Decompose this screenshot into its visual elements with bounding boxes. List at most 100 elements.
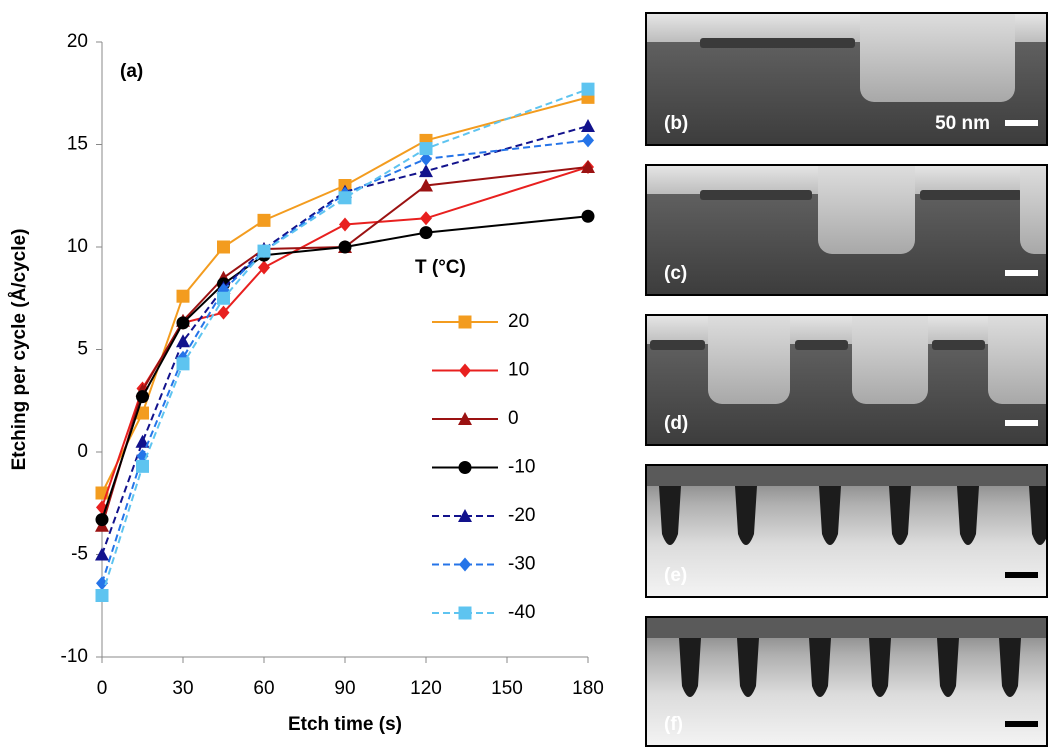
legend-marker xyxy=(458,509,472,522)
marker xyxy=(581,119,595,133)
marker xyxy=(581,160,595,174)
legend-entry: -10 xyxy=(432,457,535,478)
trench xyxy=(852,314,928,404)
legend-label: -40 xyxy=(508,602,535,623)
marker xyxy=(95,589,109,602)
series-line xyxy=(101,166,589,527)
via xyxy=(809,638,831,697)
via xyxy=(735,486,757,545)
marker xyxy=(136,459,149,473)
marker xyxy=(217,240,230,254)
sem-image xyxy=(645,464,1048,598)
panel-label: (f) xyxy=(664,714,683,735)
top-region xyxy=(645,314,1048,344)
marker xyxy=(217,305,230,320)
legend-label: 10 xyxy=(508,360,529,381)
via xyxy=(1029,486,1048,545)
sem-panel: (f) xyxy=(645,616,1048,747)
sem-image xyxy=(645,12,1048,146)
legend-label: 20 xyxy=(508,311,529,332)
legend-label: -30 xyxy=(508,554,535,575)
marker xyxy=(338,240,352,254)
marker xyxy=(581,209,595,223)
panel-label: (b) xyxy=(664,113,688,134)
legend-entry: 20 xyxy=(432,311,529,332)
legend-label: 0 xyxy=(508,408,519,429)
y-tick-label: 5 xyxy=(77,339,88,360)
x-axis-title: Etch time (s) xyxy=(288,714,402,735)
annotation: (a) xyxy=(120,61,143,82)
x-tick-label: 60 xyxy=(253,678,274,699)
series-line xyxy=(101,139,589,584)
scale-bar xyxy=(1005,572,1038,578)
via xyxy=(999,638,1021,697)
substrate xyxy=(645,464,1048,598)
series xyxy=(95,90,595,500)
marker xyxy=(95,513,109,527)
marker xyxy=(257,244,271,258)
marker xyxy=(136,449,149,464)
marker xyxy=(420,151,432,166)
mask-line xyxy=(700,190,812,200)
legend-marker xyxy=(458,315,472,329)
legend-entry: -40 xyxy=(432,602,535,623)
x-tick-label: 0 xyxy=(97,678,108,699)
marker xyxy=(419,164,433,178)
marker xyxy=(257,213,271,227)
sem-panel: (c) xyxy=(645,164,1048,296)
trench xyxy=(818,164,915,254)
sem-images: (b) 50 nm (c) (d) (e) (f) xyxy=(645,12,1048,747)
scale-bar xyxy=(1005,420,1038,426)
x-tick-label: 120 xyxy=(410,678,442,699)
via xyxy=(889,486,911,545)
via xyxy=(679,638,701,697)
marker xyxy=(95,547,109,561)
legend-marker xyxy=(458,412,472,425)
series-line xyxy=(101,125,589,555)
x-tick-label: 90 xyxy=(334,678,355,699)
via xyxy=(659,486,681,545)
y-tick-label: -10 xyxy=(61,646,88,667)
mask-line xyxy=(700,38,855,48)
x-tick-label: 180 xyxy=(572,678,604,699)
panel-border xyxy=(645,164,1048,296)
x-tick-label: 150 xyxy=(491,678,523,699)
scale-bar xyxy=(1005,270,1038,276)
via xyxy=(957,486,979,545)
via xyxy=(937,638,959,697)
marker xyxy=(419,142,433,156)
trench xyxy=(1020,164,1048,254)
legend-marker xyxy=(458,606,472,620)
scale-bar xyxy=(1005,721,1038,727)
y-tick-label: 15 xyxy=(67,134,88,155)
via xyxy=(737,638,759,697)
series xyxy=(95,119,595,561)
marker xyxy=(258,260,270,275)
marker xyxy=(136,390,149,404)
sem-image xyxy=(645,314,1048,446)
panel-label: (c) xyxy=(664,263,687,284)
sem-panel: (d) xyxy=(645,314,1048,446)
legend-label: -10 xyxy=(508,457,535,478)
sem-image xyxy=(645,164,1048,296)
legend-entry: -30 xyxy=(432,554,535,575)
panel-border xyxy=(645,12,1048,146)
y-axis-title: Etching per cycle (Å/cycle) xyxy=(9,229,30,471)
y-tick-label: 0 xyxy=(77,441,88,462)
via xyxy=(869,638,891,697)
mask-line xyxy=(650,340,705,350)
series-line xyxy=(101,88,589,596)
marker xyxy=(135,434,150,448)
marker xyxy=(419,178,433,192)
legend-marker xyxy=(459,363,471,378)
trench xyxy=(860,12,1015,102)
panel-border xyxy=(645,616,1048,747)
mask-line xyxy=(932,340,985,350)
marker xyxy=(176,289,190,303)
x-tick-label: 30 xyxy=(172,678,193,699)
panel-border xyxy=(645,464,1048,598)
legend-label: -20 xyxy=(508,505,535,526)
y-tick-label: -5 xyxy=(71,544,88,565)
panel-label: (e) xyxy=(664,565,687,586)
